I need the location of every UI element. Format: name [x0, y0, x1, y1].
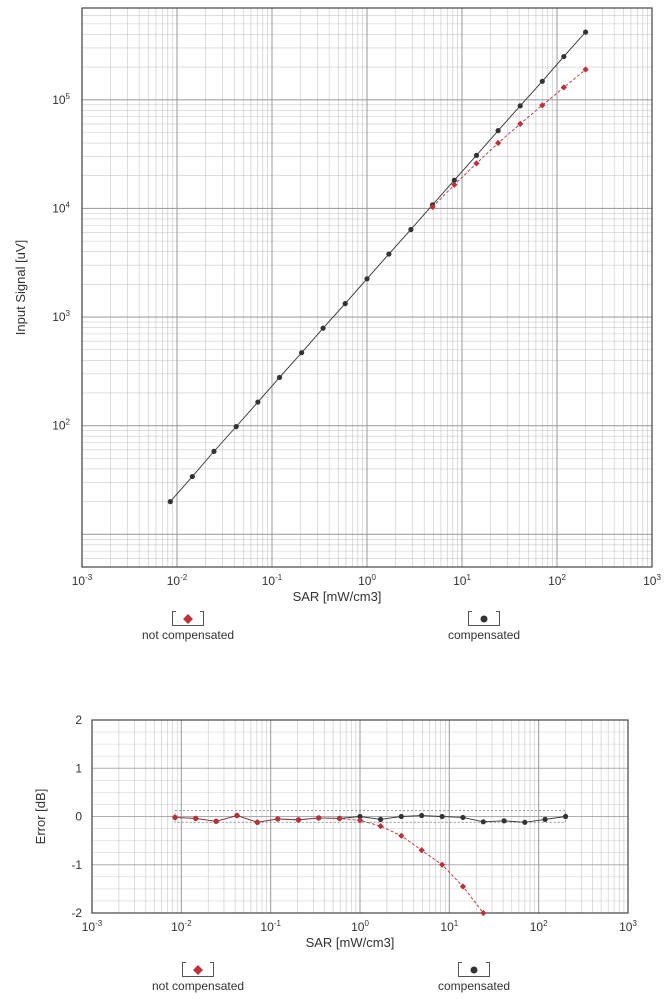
data-point — [539, 78, 545, 84]
data-point — [561, 53, 567, 60]
circle-marker-icon — [470, 966, 478, 973]
data-point — [342, 300, 348, 307]
y-tick-label: 2 — [75, 713, 82, 727]
legend-swatch-compensated — [458, 962, 491, 977]
y-tick-label: -1 — [71, 858, 82, 872]
x-tick-label: 10-1 — [260, 919, 281, 934]
y-tick-label: 102 — [52, 418, 70, 433]
data-point — [451, 177, 457, 183]
plot-frame — [91, 719, 629, 914]
x-tick-label: 101 — [440, 919, 458, 934]
x-tick-label: 100 — [351, 919, 369, 934]
y-tick-label: 104 — [52, 200, 70, 215]
data-point — [562, 813, 569, 820]
y-tick-label: 0 — [75, 810, 82, 824]
data-point — [255, 399, 261, 405]
data-point — [295, 816, 302, 823]
data-point — [439, 813, 445, 820]
data-point — [233, 424, 239, 430]
data-point — [233, 812, 241, 819]
grid — [91, 719, 628, 914]
x-tick-label: 10-1 — [262, 573, 283, 588]
series-not-compensated — [171, 812, 487, 917]
data-point — [522, 819, 528, 825]
legend-not-compensated-top: not compensated — [142, 611, 235, 642]
data-point — [473, 152, 480, 158]
series-line — [169, 31, 586, 502]
grid — [81, 7, 652, 568]
diamond-marker-icon — [193, 964, 203, 975]
data-point — [438, 861, 446, 868]
diamond-marker-icon — [183, 613, 193, 624]
data-point — [299, 350, 305, 356]
series-line — [175, 815, 484, 914]
y-axis-label: Error [dB] — [33, 789, 48, 845]
legend-swatch-not-compensated — [182, 962, 215, 977]
y-tick-label: 103 — [52, 309, 70, 324]
chart-signal: 10-3 10-2 10-1 100 101 102 103 102 103 104 105 SAR … — [13, 7, 661, 604]
legend-swatch-not-compensated — [172, 611, 205, 626]
data-point — [320, 325, 326, 331]
data-point — [377, 816, 384, 822]
data-point — [542, 816, 548, 822]
legend-label-not-compensated: not compensated — [142, 628, 235, 642]
data-point — [517, 103, 523, 109]
legend-compensated-bottom: compensated — [438, 962, 511, 993]
legend-label-compensated: compensated — [448, 628, 521, 642]
data-point — [189, 473, 195, 480]
x-tick-label: 10-3 — [72, 573, 93, 588]
legend-label-not-compensated: not compensated — [152, 979, 245, 993]
x-tick-label: 103 — [643, 573, 661, 588]
data-point — [315, 814, 322, 822]
data-point — [336, 815, 343, 822]
x-tick-label: 102 — [530, 919, 548, 934]
y-axis-label: Input Signal [uV] — [13, 240, 28, 335]
data-point — [418, 847, 425, 854]
legend-swatch-compensated — [468, 611, 501, 626]
data-point — [276, 374, 283, 381]
data-point — [364, 276, 370, 282]
data-point — [480, 819, 486, 825]
series-compensated — [167, 29, 589, 505]
legend-not-compensated-bottom: not compensated — [152, 962, 245, 993]
data-point — [357, 813, 363, 820]
plot-frame — [81, 7, 653, 568]
x-tick-label: 100 — [358, 573, 376, 588]
x-axis-label: SAR [mW/cm3] — [293, 589, 382, 604]
x-tick-label: 10-3 — [82, 919, 103, 934]
series-line — [432, 69, 586, 208]
data-point — [398, 832, 405, 839]
x-tick-label: 10-2 — [167, 573, 188, 588]
data-point — [451, 181, 458, 188]
data-point — [582, 29, 589, 35]
legend-label-compensated: compensated — [438, 979, 511, 993]
data-point — [211, 448, 217, 454]
y-tick-label: 1 — [75, 761, 82, 775]
y-tick-label: -2 — [71, 906, 82, 920]
data-point — [386, 251, 392, 257]
x-tick-label: 102 — [548, 573, 566, 588]
circle-marker-icon — [480, 615, 488, 622]
x-axis-label: SAR [mW/cm3] — [306, 935, 395, 950]
data-point — [419, 812, 425, 819]
data-point — [460, 814, 466, 821]
data-point — [408, 226, 414, 233]
data-point — [501, 818, 507, 824]
series-not-compensated — [429, 66, 589, 211]
x-tick-label: 103 — [619, 919, 637, 934]
data-point — [356, 817, 364, 824]
x-tick-label: 101 — [453, 573, 471, 588]
data-point — [495, 128, 501, 134]
legend-compensated-top: compensated — [448, 611, 521, 642]
data-point — [167, 499, 173, 505]
y-tick-label: 105 — [52, 92, 70, 107]
x-tick-label: 10-2 — [171, 919, 192, 934]
data-point — [398, 813, 404, 820]
